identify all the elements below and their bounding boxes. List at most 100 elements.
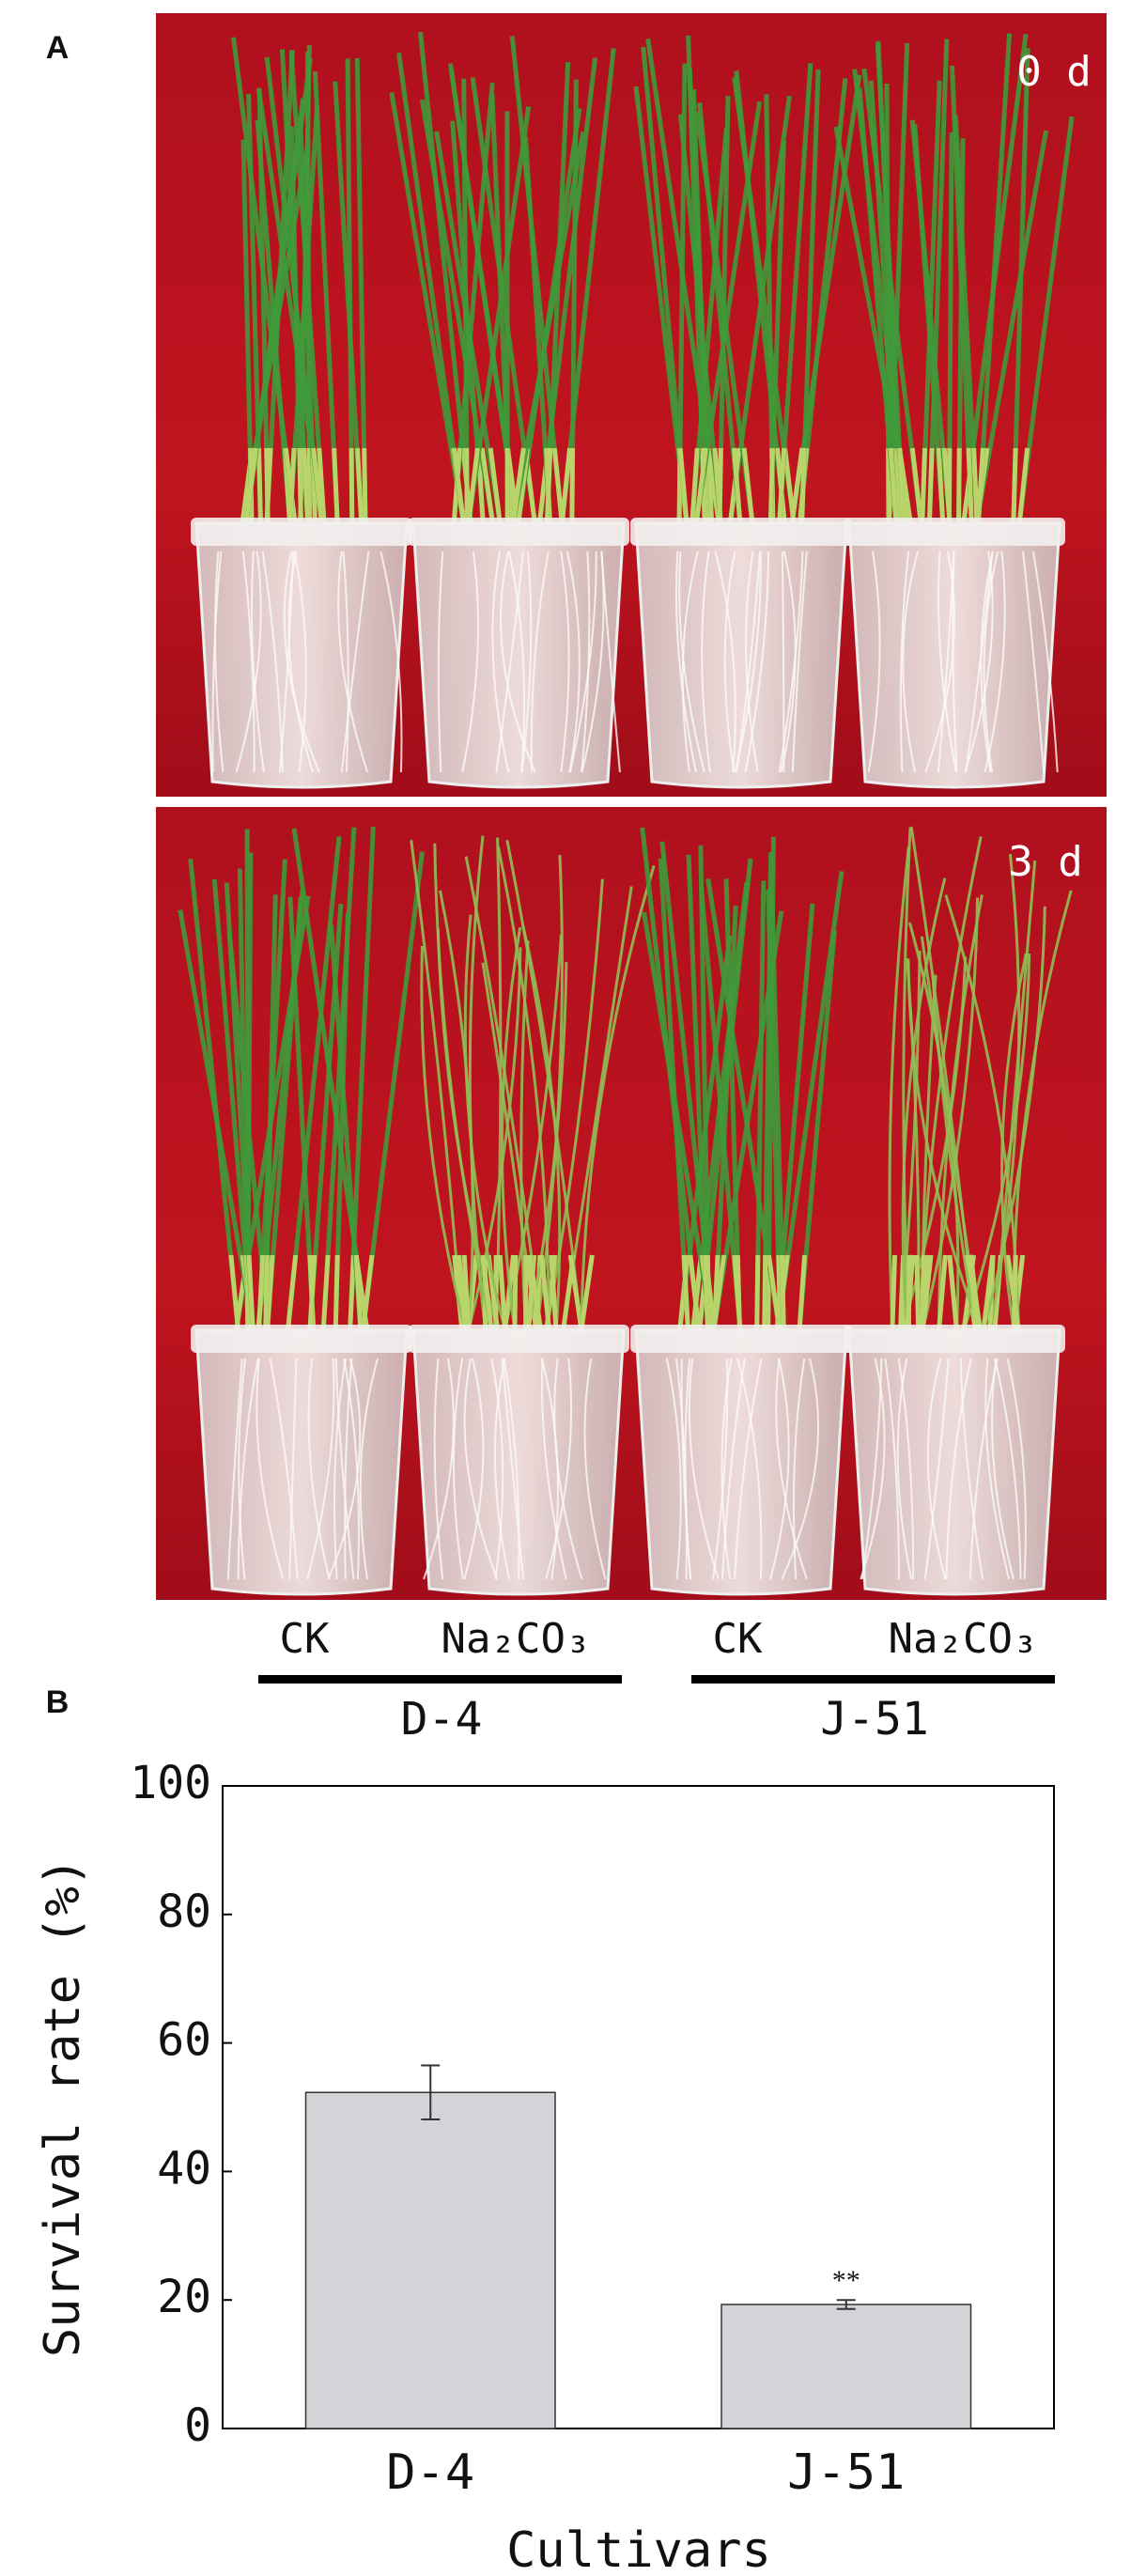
stem	[464, 447, 470, 524]
stem	[971, 447, 980, 524]
root	[720, 1358, 746, 1580]
cup-rim	[630, 1325, 852, 1353]
root	[337, 551, 369, 773]
stem	[702, 1254, 710, 1331]
root	[380, 551, 403, 773]
y-axis-label: Survival rate (%)	[35, 1857, 91, 2357]
leaf	[420, 945, 467, 1331]
stem	[981, 1254, 996, 1331]
stem	[947, 1254, 959, 1331]
root	[423, 1358, 455, 1580]
cup-rim	[191, 1325, 412, 1353]
x-tick-label: J-51	[787, 2444, 905, 2501]
root	[860, 1358, 883, 1580]
stem	[767, 447, 775, 524]
leaf	[921, 897, 980, 1331]
root	[896, 1358, 913, 1580]
stem	[461, 1254, 472, 1331]
root	[540, 1358, 567, 1580]
root	[744, 551, 769, 773]
root	[736, 1358, 763, 1580]
stem	[890, 1254, 898, 1331]
stem	[559, 447, 573, 524]
stem	[256, 447, 263, 524]
cup	[847, 521, 1061, 789]
root	[769, 1358, 790, 1580]
root	[461, 551, 480, 773]
leaf	[433, 843, 493, 1331]
root	[734, 1358, 763, 1580]
stem	[243, 447, 258, 524]
treatment-label: Na₂CO₃	[889, 1615, 1038, 1663]
root	[923, 1358, 950, 1580]
leaf	[901, 877, 947, 1331]
stem	[538, 1254, 552, 1331]
x-tick-label: D-4	[386, 2444, 474, 2501]
stem	[512, 1254, 519, 1331]
leaf	[501, 927, 522, 1331]
root	[984, 551, 1006, 773]
panel-label: B	[46, 1684, 70, 1720]
root	[688, 1358, 720, 1580]
leaf	[982, 906, 1046, 1331]
root	[507, 551, 526, 773]
stem	[549, 1254, 559, 1331]
root	[288, 1358, 298, 1580]
bar	[304, 2091, 556, 2429]
stem	[711, 1254, 727, 1331]
photo-label: 3 d	[1008, 838, 1082, 886]
stem	[732, 1254, 743, 1331]
stem	[353, 1254, 364, 1331]
cup-rim	[630, 518, 852, 546]
stem	[551, 447, 565, 524]
leaf	[519, 940, 530, 1331]
group-line	[258, 1675, 622, 1684]
root	[333, 1358, 347, 1580]
root	[745, 551, 759, 773]
stem	[480, 1254, 494, 1331]
cup-rim	[408, 518, 629, 546]
root	[235, 551, 262, 773]
root	[342, 551, 349, 773]
root	[959, 1358, 984, 1580]
leaf	[463, 914, 507, 1331]
root	[238, 1358, 247, 1580]
root	[791, 551, 808, 773]
root	[734, 551, 762, 773]
root	[926, 1358, 947, 1580]
root	[214, 551, 225, 773]
root	[994, 1358, 1022, 1580]
stem	[956, 447, 962, 524]
treatment-label: CK	[713, 1615, 763, 1663]
treatment-label: CK	[280, 1615, 330, 1663]
root	[493, 1358, 511, 1580]
stem	[967, 1254, 979, 1331]
cultivar-label: D-4	[401, 1693, 483, 1746]
plot-area	[222, 1785, 1055, 2429]
stem	[228, 1254, 241, 1331]
cup-rim	[408, 1325, 629, 1353]
root	[261, 551, 285, 773]
stem	[920, 447, 928, 524]
root	[520, 551, 533, 773]
stem	[688, 1254, 702, 1331]
stem	[317, 447, 327, 524]
leaf	[902, 827, 912, 1331]
cup	[634, 521, 848, 789]
photo-label: 0 d	[1016, 48, 1091, 96]
root	[581, 551, 605, 773]
stem	[975, 447, 985, 524]
y-tick-label: 20	[157, 2271, 211, 2323]
stem	[527, 1254, 544, 1331]
y-tick-label: 80	[157, 1885, 211, 1938]
root	[674, 551, 697, 773]
root	[359, 1358, 379, 1580]
stem	[677, 447, 689, 524]
stem	[777, 447, 787, 524]
root	[680, 1358, 692, 1580]
root	[991, 1358, 1015, 1580]
root	[581, 551, 591, 773]
stem	[457, 1254, 469, 1331]
stem	[799, 447, 807, 524]
